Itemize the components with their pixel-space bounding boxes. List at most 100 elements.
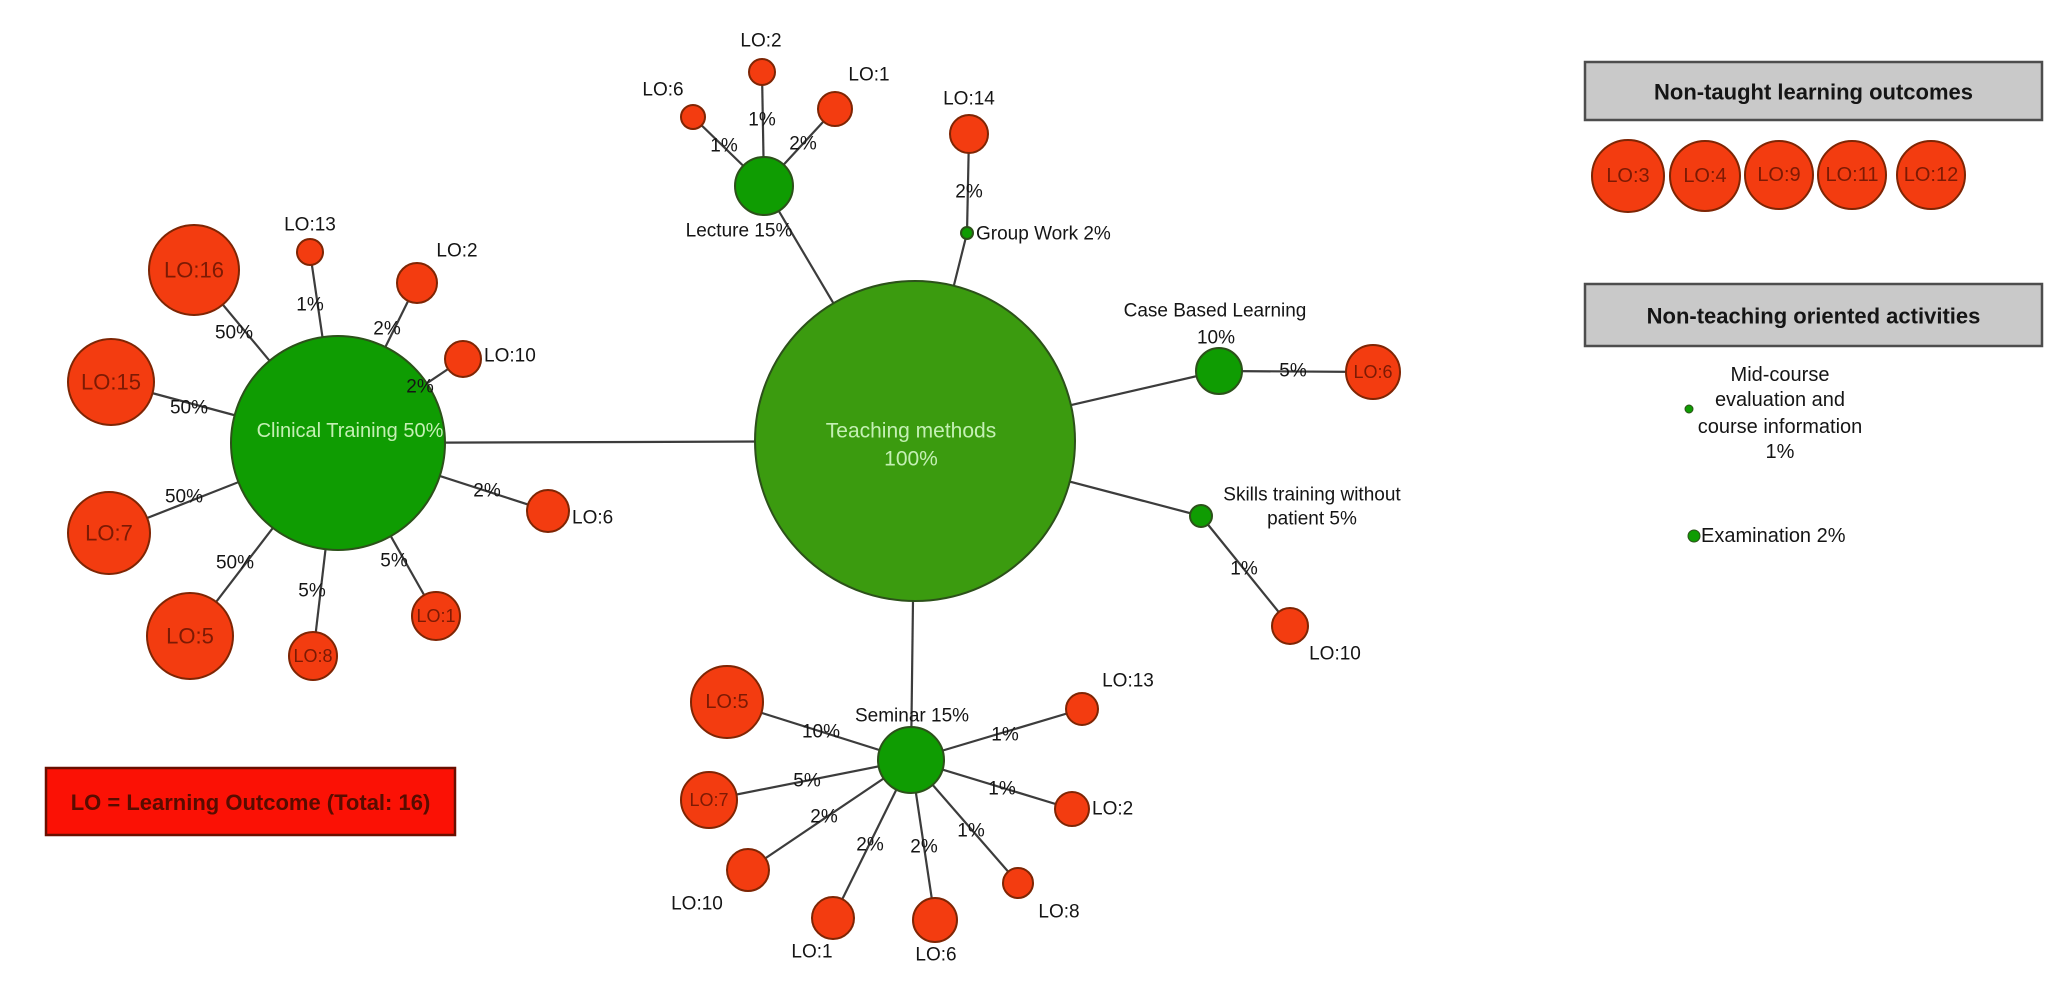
method-node-skills xyxy=(1189,504,1213,528)
legend-non-taught-title: Non-taught learning outcomes xyxy=(1654,80,1973,105)
node-label-layer: LO:16 LO:15 LO:7 LO:5 LO:8 LO:1 LO:6 LO:5 LO:7 xyxy=(81,258,1392,811)
legend-lo-label-1: LO:4 xyxy=(1683,165,1726,187)
node-label-cl_lo15: LO:15 xyxy=(81,370,141,395)
edge-seminar-sem_lo7 xyxy=(708,758,912,802)
learning-outcome-node-sem_lo2 xyxy=(1054,791,1090,827)
edge-label-lecture-lec_lo6: 1% xyxy=(710,136,738,157)
learning-outcome-node-lec_lo6 xyxy=(680,104,706,130)
learning-outcome-node-sem_lo6 xyxy=(912,897,958,943)
legend-activity-dot-0 xyxy=(1684,404,1694,414)
learning-outcome-node-cl_lo15 xyxy=(67,338,155,426)
diagram-label: Teaching methods xyxy=(826,420,996,443)
diagram-label: LO:1 xyxy=(848,65,889,86)
learning-outcome-node-sem_lo7 xyxy=(680,771,738,829)
legend-activity-text: Examination 2% xyxy=(1701,525,1846,547)
learning-outcome-node-cl_lo6 xyxy=(526,489,570,533)
edge-label-clinical-cl_lo15: 50% xyxy=(170,398,208,419)
node-label-cl_lo5: LO:5 xyxy=(166,624,214,649)
edge-label-skills-sk_lo10: 1% xyxy=(1230,559,1258,580)
legend-lo-circle-1 xyxy=(1669,140,1741,212)
edge-label-clinical-cl_lo6: 2% xyxy=(473,481,501,502)
edge-label-clinical-cl_lo8: 5% xyxy=(298,581,326,602)
diagram-label: Skills training without xyxy=(1223,485,1401,506)
diagram-label: LO:10 xyxy=(484,346,536,367)
diagram-label: Case Based Learning xyxy=(1124,301,1307,322)
edge-label-seminar-sem_lo2: 1% xyxy=(988,779,1016,800)
diagram-label: LO:1 xyxy=(791,942,832,963)
node-label-cl_lo7: LO:7 xyxy=(85,521,133,546)
node-layer xyxy=(67,58,1401,943)
diagram-label: LO:10 xyxy=(1309,644,1361,665)
diagram-label: LO:6 xyxy=(642,80,683,101)
diagram-label: LO:8 xyxy=(1038,902,1079,923)
learning-outcome-node-sk_lo10 xyxy=(1271,607,1309,645)
node-label-cl_lo16: LO:16 xyxy=(164,258,224,283)
legend-activity-text: Mid-course xyxy=(1731,364,1830,386)
node-label-cbl_lo6: LO:6 xyxy=(1353,362,1392,382)
legend-lo-circle-3 xyxy=(1817,140,1887,210)
lo-note-box-text: LO = Learning Outcome (Total: 16) xyxy=(71,790,431,815)
diagram-label: LO:6 xyxy=(572,508,613,529)
legend-lo-label-4: LO:12 xyxy=(1904,164,1958,186)
legend-activity-text: course information xyxy=(1698,416,1863,438)
legend-activity-dot-1 xyxy=(1687,529,1701,543)
legend-panel: Non-taught learning outcomes Non-teaching… xyxy=(1583,60,2044,547)
learning-outcome-node-cl_lo16 xyxy=(148,224,240,316)
legend-non-taught-header-box xyxy=(1583,60,2044,122)
edge-label-seminar-sem_lo5: 10% xyxy=(802,722,840,743)
learning-outcome-node-cl_lo13 xyxy=(296,238,324,266)
edge-label-clinical-cl_lo16: 50% xyxy=(215,323,253,344)
legend-activity-text: evaluation and xyxy=(1715,389,1845,411)
edge-skills-sk_lo10 xyxy=(1200,515,1291,627)
edge-label-clinical-cl_lo2: 2% xyxy=(373,319,401,340)
edge-label-clinical-cl_lo7: 50% xyxy=(165,487,203,508)
diagram-label: 100% xyxy=(884,448,938,471)
learning-outcome-node-lec_lo2 xyxy=(748,58,776,86)
diagram-label: LO:10 xyxy=(671,894,723,915)
free-label-layer: Teaching methods 100% Clinical Training 50… xyxy=(257,31,1402,966)
learning-outcome-node-cl_lo10 xyxy=(444,340,482,378)
learning-outcome-node-cl_lo8 xyxy=(288,631,338,681)
edge-label-lecture-lec_lo1: 2% xyxy=(789,134,817,155)
method-node-lecture xyxy=(734,156,794,216)
edge-label-seminar-sem_lo7: 5% xyxy=(793,771,821,792)
diagram-label: LO:6 xyxy=(915,945,956,966)
lo-note-box: LO = Learning Outcome (Total: 16) xyxy=(44,766,457,837)
diagram-label: 10% xyxy=(1197,328,1235,349)
method-node-seminar xyxy=(877,726,945,794)
node-label-sem_lo7: LO:7 xyxy=(689,790,728,810)
edge-label-seminar-sem_lo6: 2% xyxy=(910,837,938,858)
legend-lo-circle-4 xyxy=(1896,140,1966,210)
edge-label-groupwork-lo14: 2% xyxy=(955,182,983,203)
diagram-label: LO:2 xyxy=(740,31,781,52)
learning-outcome-node-sem_lo13 xyxy=(1065,692,1099,726)
legend-lo-circle-2 xyxy=(1744,140,1814,210)
legend-non-teaching-title: Non-teaching oriented activities xyxy=(1647,304,1981,329)
legend-lo-label-2: LO:9 xyxy=(1757,164,1800,186)
edge-label-seminar-sem_lo8: 1% xyxy=(957,821,985,842)
diagram-label: Seminar 15% xyxy=(855,706,969,727)
edge-label-seminar-sem_lo13: 1% xyxy=(991,725,1019,746)
learning-outcome-node-cbl_lo6 xyxy=(1345,344,1401,400)
legend-lo-label-0: LO:3 xyxy=(1606,165,1649,187)
learning-outcome-node-cl_lo5 xyxy=(146,592,234,680)
edge-label-clinical-cl_lo10: 2% xyxy=(406,377,434,398)
edge-label-cbl-cbl_lo6: 5% xyxy=(1279,361,1307,382)
learning-outcome-node-cl_lo1 xyxy=(411,591,461,641)
diagram-label: LO:13 xyxy=(1102,671,1154,692)
edge-label-clinical-cl_lo1: 5% xyxy=(380,551,408,572)
learning-outcome-node-sem_lo5 xyxy=(690,665,764,739)
diagram-label: LO:13 xyxy=(284,215,336,236)
method-node-cbl xyxy=(1195,347,1243,395)
learning-outcome-node-lec_lo1 xyxy=(817,91,853,127)
diagram-label: patient 5% xyxy=(1267,509,1357,530)
diagram-label: LO:2 xyxy=(436,241,477,262)
node-label-sem_lo5: LO:5 xyxy=(705,691,748,713)
learning-outcome-node-cl_lo7 xyxy=(67,491,151,575)
method-node-groupwork xyxy=(960,226,974,240)
diagram-label: Lecture 15% xyxy=(686,221,793,242)
edge-label-seminar-sem_lo10: 2% xyxy=(810,807,838,828)
edge-label-seminar-sem_lo1: 2% xyxy=(856,835,884,856)
learning-outcome-node-lo14 xyxy=(949,114,989,154)
